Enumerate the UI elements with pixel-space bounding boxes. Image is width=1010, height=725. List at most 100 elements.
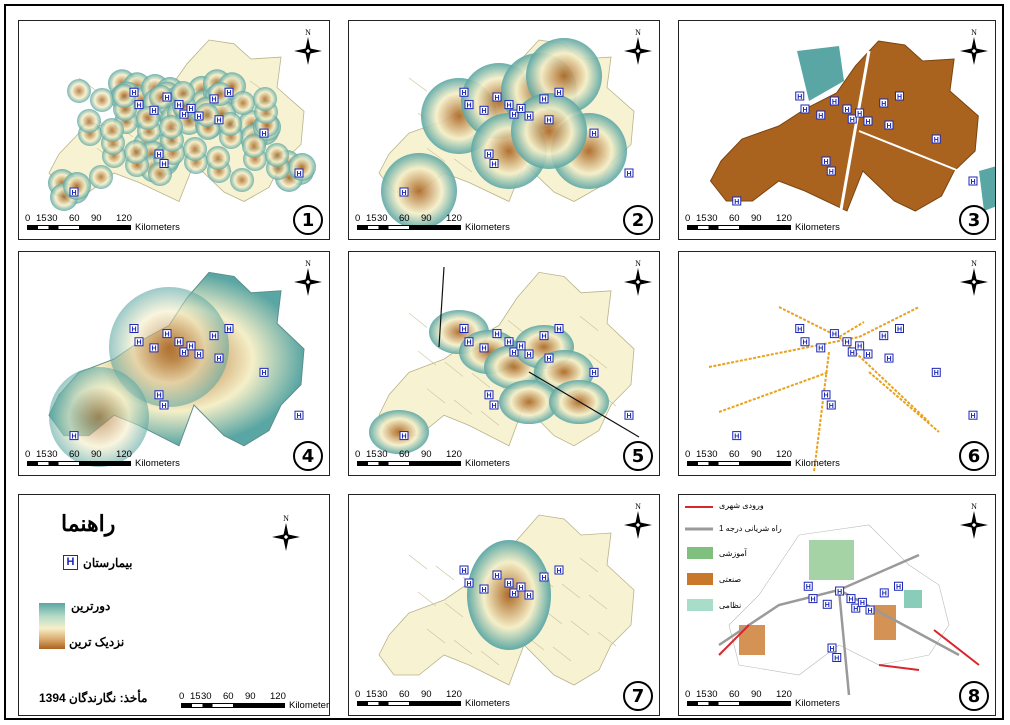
hospital-marker	[863, 349, 873, 359]
hospital-marker	[479, 343, 489, 353]
hospital-marker-letter: H	[886, 356, 891, 363]
scale-tick-label: 15	[696, 213, 707, 224]
hospital-marker	[259, 367, 269, 377]
hospital-marker-letter: H	[865, 119, 870, 126]
scale-tick-label: 30	[377, 449, 388, 460]
map-panel-4: H H H H H H H H H H H H H H H H N 0 15 30 60 90 120 Kilometers 4	[18, 251, 330, 476]
scale-tick-label: 90	[91, 213, 102, 224]
hospital-marker	[827, 643, 837, 653]
hospital-marker	[544, 353, 554, 363]
far-label: دورترین	[71, 599, 111, 613]
hospital-marker-letter: H	[181, 350, 186, 357]
scale-unit-label: Kilometers	[465, 222, 510, 233]
hospital-marker	[464, 578, 474, 588]
hospital-marker	[895, 91, 904, 101]
hospital-marker	[224, 87, 234, 97]
hospital-marker-letter: H	[461, 90, 466, 97]
hospital-marker-letter: H	[494, 331, 499, 338]
hospital-marker-letter: H	[511, 350, 516, 357]
scale-tick-label: 0	[355, 213, 361, 224]
hospital-marker	[509, 347, 519, 357]
scale-tick-label: 0	[685, 213, 691, 224]
map-panel-2: H H H H H H H H H H H H H H H H N 0 15 30 60 90 120 Kilometers 2	[348, 20, 660, 240]
hospital-marker-letter: H	[829, 646, 834, 653]
hospital-marker-letter: H	[837, 589, 842, 596]
scale-unit-label: Kilometers	[465, 698, 510, 709]
north-label: N	[635, 259, 641, 268]
hospital-marker	[154, 149, 164, 159]
scale-unit-label: Kilometers	[135, 222, 180, 233]
hospital-marker-letter: H	[151, 108, 156, 115]
hospital-marker-letter: H	[896, 584, 901, 591]
hospital-marker-letter: H	[518, 344, 523, 351]
hospital-marker	[624, 168, 634, 178]
scale-tick-label: 90	[751, 689, 762, 700]
scale-tick-label: 0	[25, 449, 31, 460]
hospital-marker	[857, 597, 867, 607]
hospital-marker-letter: H	[494, 95, 499, 102]
hospital-marker	[464, 337, 474, 347]
hospital-marker	[624, 410, 634, 420]
hospital-marker-letter: H	[401, 433, 406, 440]
hospital-marker-letter: H	[466, 581, 471, 588]
hospital-marker	[816, 110, 826, 120]
scale-tick-label: 120	[116, 449, 132, 460]
hospital-marker	[816, 343, 826, 353]
scale-tick-label: 30	[707, 689, 718, 700]
scale-tick-label: 15	[366, 689, 377, 700]
hospital-marker	[842, 104, 852, 114]
legend-title: راهنما	[61, 511, 116, 536]
hospital-marker	[829, 96, 839, 106]
hospital-marker-letter: H	[511, 112, 516, 119]
hospital-marker	[294, 410, 304, 420]
hospital-marker-letter: H	[897, 94, 902, 101]
hospital-marker-letter: H	[897, 326, 902, 333]
hospital-marker-letter: H	[181, 112, 186, 119]
hospital-marker-letter: H	[188, 344, 193, 351]
scale-unit-label: Kilometers	[795, 222, 840, 233]
hospital-marker-letter: H	[970, 413, 975, 420]
hospital-marker	[524, 349, 534, 359]
hospital-marker	[484, 149, 494, 159]
panel-number: 2	[623, 205, 653, 235]
hospital-marker-letter: H	[881, 333, 886, 340]
hospital-marker-letter: H	[806, 584, 811, 591]
hospital-marker-letter: H	[934, 137, 939, 144]
hospital-marker-letter: H	[626, 171, 631, 178]
scale-tick-label: 15	[696, 689, 707, 700]
scale-tick-label: 0	[179, 691, 185, 702]
north-label: N	[971, 502, 977, 511]
hospital-marker-letter: H	[857, 344, 862, 351]
scale-tick-label: 90	[91, 449, 102, 460]
scale-tick-label: 60	[223, 691, 234, 702]
hospital-marker	[399, 431, 409, 441]
scale-tick-label: 15	[366, 449, 377, 460]
legend-military: نظامی	[719, 601, 742, 610]
hospital-marker	[134, 100, 144, 110]
hospital-marker	[732, 196, 742, 206]
hospital-marker-letter: H	[823, 159, 828, 166]
hospital-marker-letter: H	[481, 587, 486, 594]
hospital-marker-letter: H	[296, 171, 301, 178]
source-note: مأخذ: نگارندگان 1394	[39, 691, 148, 705]
scale-tick-label: 120	[776, 689, 792, 700]
hospital-marker	[968, 176, 978, 186]
hospital-marker-letter: H	[832, 331, 837, 338]
road-line	[708, 306, 920, 368]
scale-tick-label: 0	[685, 689, 691, 700]
educational-zone	[809, 540, 854, 580]
hospital-marker	[179, 347, 189, 357]
hospital-marker-letter: H	[136, 102, 141, 109]
scale-tick-label: 0	[685, 449, 691, 460]
hospital-marker	[539, 94, 549, 104]
panel-number: 8	[959, 681, 989, 711]
hospital-marker	[879, 588, 889, 598]
panel-number: 1	[293, 205, 323, 235]
hospital-marker-letter: H	[136, 340, 141, 347]
hospital-marker-letter: H	[797, 94, 802, 101]
hospital-marker-letter: H	[591, 370, 596, 377]
hospital-marker	[847, 347, 857, 357]
hospital-marker-letter: H	[156, 393, 161, 400]
hospital-marker-letter: H	[161, 403, 166, 410]
hospital-marker	[509, 588, 519, 598]
